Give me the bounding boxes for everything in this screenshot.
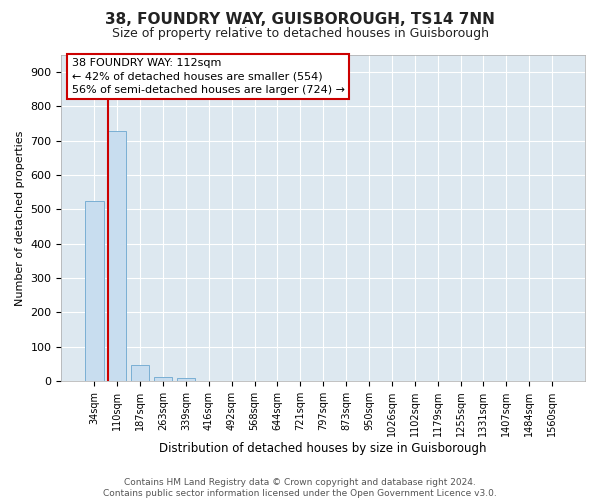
Bar (108, 131, 127, 381)
Bar (131, 365, 149, 381)
Bar (154, 377, 172, 381)
Y-axis label: Number of detached properties: Number of detached properties (15, 130, 25, 306)
Bar (85, 201, 104, 381)
Bar (177, 378, 195, 381)
Text: 38 FOUNDRY WAY: 112sqm
← 42% of detached houses are smaller (554)
56% of semi-de: 38 FOUNDRY WAY: 112sqm ← 42% of detached… (72, 58, 345, 94)
X-axis label: Distribution of detached houses by size in Guisborough: Distribution of detached houses by size … (160, 442, 487, 455)
Text: Contains HM Land Registry data © Crown copyright and database right 2024.
Contai: Contains HM Land Registry data © Crown c… (103, 478, 497, 498)
Text: Size of property relative to detached houses in Guisborough: Size of property relative to detached ho… (112, 28, 488, 40)
Text: 38, FOUNDRY WAY, GUISBOROUGH, TS14 7NN: 38, FOUNDRY WAY, GUISBOROUGH, TS14 7NN (105, 12, 495, 28)
